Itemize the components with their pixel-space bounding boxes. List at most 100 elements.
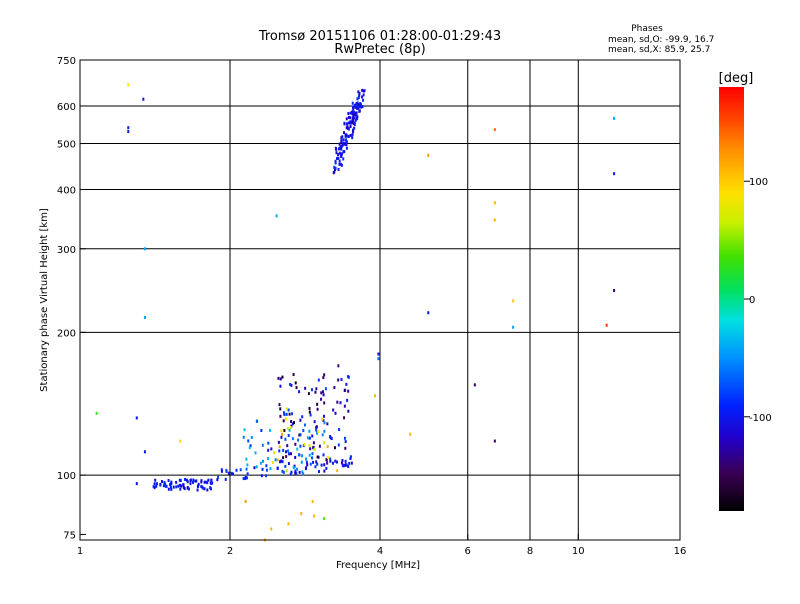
echo-point [346, 122, 349, 126]
echo-point [300, 460, 303, 464]
echo-point [337, 153, 340, 157]
echo-point [344, 134, 347, 138]
echo-point [169, 485, 172, 489]
echo-point [342, 157, 345, 161]
echo-point [290, 470, 293, 474]
echo-point [255, 465, 258, 469]
echo-point [512, 299, 515, 303]
echo-point [317, 378, 320, 382]
echo-point [613, 289, 616, 293]
echo-point [351, 116, 354, 120]
echo-point [232, 472, 235, 476]
echo-point [291, 437, 294, 441]
echo-point [345, 463, 348, 467]
echo-point [206, 488, 209, 492]
echo-point [256, 419, 259, 423]
echo-point [170, 480, 173, 484]
y-tick-label: 750 [57, 56, 76, 67]
echo-point [277, 376, 280, 380]
echo-point [358, 94, 361, 98]
echo-point [185, 478, 188, 482]
echo-point [224, 477, 227, 481]
echo-point [244, 499, 247, 503]
echo-point [356, 97, 359, 101]
echo-point [244, 475, 247, 479]
echo-point [346, 398, 349, 402]
echo-point [335, 460, 338, 464]
y-tick-label: 300 [57, 245, 76, 256]
echo-point [358, 109, 361, 113]
echo-point [283, 412, 286, 416]
echo-point [427, 311, 430, 315]
echo-point [340, 138, 343, 142]
echo-point [279, 414, 282, 418]
echo-point [299, 418, 302, 422]
echo-point [334, 411, 337, 415]
echo-point [427, 153, 430, 157]
echo-point [324, 387, 327, 391]
echo-point [285, 455, 288, 459]
echo-point [196, 488, 199, 492]
colorbar-ticks: 100 0 -100 [744, 177, 772, 424]
echo-point [311, 499, 314, 503]
echo-point [340, 152, 343, 156]
echo-point [203, 480, 206, 484]
echo-point [337, 443, 340, 447]
echo-point [335, 151, 338, 155]
echo-point [298, 453, 301, 457]
echo-point [356, 117, 359, 121]
echo-point [294, 455, 297, 459]
echo-point [270, 447, 273, 451]
echo-point [325, 458, 328, 462]
echo-point [321, 433, 324, 437]
echo-point [175, 485, 178, 489]
echo-point [265, 464, 268, 468]
echo-point [362, 98, 365, 102]
echo-point [351, 121, 354, 125]
echo-point [278, 403, 281, 407]
echo-point [337, 364, 340, 368]
echo-point [352, 113, 355, 117]
phases-heading: Phases [631, 24, 663, 34]
echo-point [261, 459, 264, 463]
echo-point [314, 465, 317, 469]
echo-point [282, 419, 285, 423]
echo-point [245, 457, 248, 461]
echo-point [349, 116, 352, 120]
echo-point [292, 372, 295, 376]
echo-point [334, 159, 337, 163]
echo-point [278, 445, 281, 449]
echo-point [273, 451, 276, 455]
echo-point [282, 411, 285, 415]
echo-point [289, 425, 292, 429]
echo-point [210, 480, 213, 484]
echo-point [353, 110, 356, 114]
y-tick-label: 400 [57, 186, 76, 197]
echo-point [143, 247, 146, 251]
echo-point [295, 471, 298, 475]
echo-point [287, 522, 290, 526]
echo-point [352, 129, 355, 133]
colorbar: [deg] 100 0 -100 [719, 71, 772, 511]
echo-point [352, 106, 355, 110]
echo-point [354, 105, 357, 109]
echo-point [315, 425, 318, 429]
echo-point [247, 439, 250, 443]
echo-point [356, 106, 359, 110]
echo-point [288, 428, 291, 432]
echo-point [203, 487, 206, 491]
echo-point [349, 120, 352, 124]
echo-point [290, 420, 293, 424]
echo-point [326, 455, 329, 459]
echo-point [162, 484, 165, 488]
echo-point [335, 147, 338, 151]
echo-point [285, 407, 288, 411]
echo-point [312, 441, 315, 445]
echo-point [153, 482, 156, 486]
echo-point [340, 136, 343, 140]
echo-point [254, 451, 257, 455]
colorbar-tick-label: 100 [749, 177, 768, 188]
echo-point [170, 487, 173, 491]
echo-point [335, 157, 338, 161]
echo-point [316, 407, 319, 411]
